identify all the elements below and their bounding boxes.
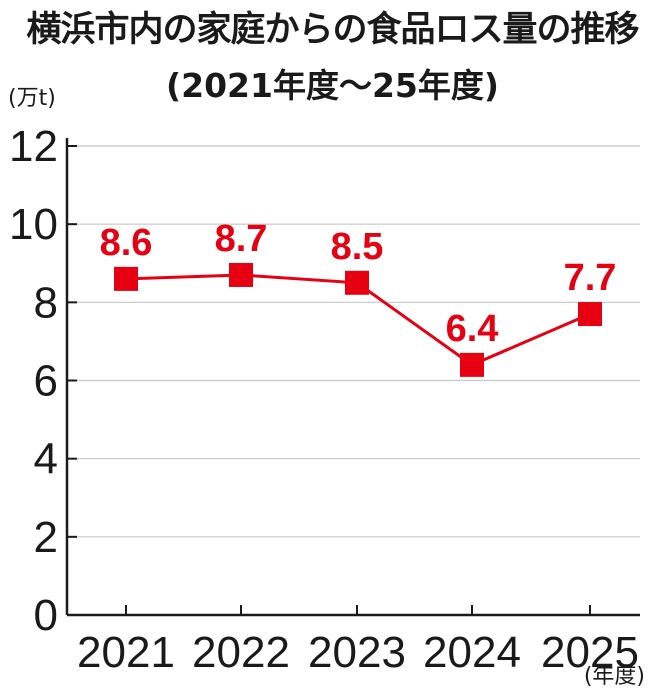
x-tick-labels: 2021 2022 2023 2024 2025 [77,628,639,677]
data-point-marker [460,352,484,377]
data-label: 8.7 [215,218,268,260]
data-label: 8.5 [331,226,384,268]
y-tick-label: 12 [9,122,58,171]
x-tick-label: 2022 [192,628,290,677]
y-tick-label: 8 [34,278,58,327]
data-point-marker [578,302,602,327]
y-tick-label: 10 [9,200,58,249]
data-points [114,262,602,377]
x-tick-label: 2023 [308,628,406,677]
data-label: 8.6 [100,222,153,264]
chart-title: 横浜市内の家庭からの食品ロス量の推移 [26,10,639,50]
data-label: 7.7 [564,257,617,299]
y-tick-label: 6 [34,357,58,406]
gridlines [67,145,640,538]
data-labels: 8.6 8.7 8.5 6.4 7.7 [100,218,617,350]
y-tick-label: 4 [34,435,58,484]
y-tick-label: 0 [34,591,58,640]
y-tick-label: 2 [34,513,58,562]
x-tick-label: 2024 [423,628,521,677]
data-point-marker [345,270,369,295]
chart-subtitle: (2021年度～25年度) [166,66,499,105]
data-point-marker [229,262,253,287]
x-axis-unit-label: (年度) [583,664,645,689]
y-axis-unit-label: (万t) [8,86,56,111]
x-tick-label: 2021 [77,628,175,677]
data-label: 6.4 [446,308,499,350]
data-point-marker [114,266,138,291]
x-tick-label: 2025 [541,628,639,677]
y-tick-labels: 0 2 4 6 8 10 12 [9,122,58,640]
axes [65,138,640,617]
